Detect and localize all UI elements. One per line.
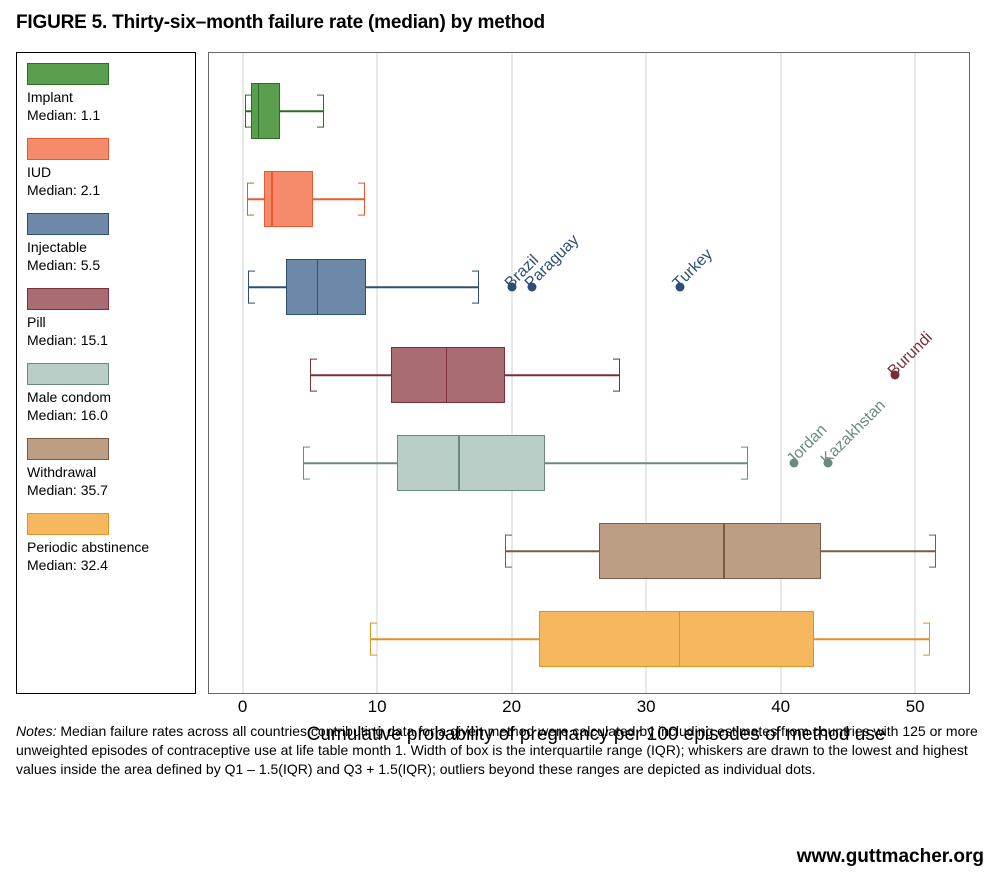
plot-wrap: 01020304050BrazilParaguayTurkeyBurundiJo… [208, 52, 984, 694]
whisker-cap-right [358, 183, 365, 216]
legend-panel: ImplantMedian: 1.1 IUDMedian: 2.1 Injectab… [16, 52, 196, 694]
plot-area: 01020304050BrazilParaguayTurkeyBurundiJo… [208, 52, 970, 694]
legend-swatch [27, 63, 109, 85]
legend-label: Male condomMedian: 16.0 [27, 389, 185, 424]
whisker-cap-right [613, 359, 620, 392]
box [286, 259, 367, 315]
box [599, 523, 821, 579]
figure-title: FIGURE 5. Thirty-six–month failure rate … [16, 12, 984, 34]
x-axis-label: Cumulative probability of pregnancy per … [307, 724, 886, 746]
legend-swatch [27, 213, 109, 235]
legend-item: Male condomMedian: 16.0 [27, 363, 185, 424]
median-line [446, 348, 448, 402]
median-line [271, 172, 273, 226]
legend-item: IUDMedian: 2.1 [27, 138, 185, 199]
whisker-cap-left [248, 271, 255, 304]
legend-item: ImplantMedian: 1.1 [27, 63, 185, 124]
gridline [242, 53, 244, 693]
legend-swatch [27, 513, 109, 535]
legend-item: PillMedian: 15.1 [27, 288, 185, 349]
source-link: www.guttmacher.org [797, 846, 984, 868]
legend-label: IUDMedian: 2.1 [27, 164, 185, 199]
x-tick: 40 [771, 697, 790, 717]
x-tick: 0 [238, 697, 247, 717]
outlier-label: Burundi [885, 329, 937, 381]
outlier-label: Turkey [670, 246, 717, 293]
median-line [317, 260, 319, 314]
legend-swatch [27, 438, 109, 460]
whisker-cap-right [923, 623, 930, 656]
legend-swatch [27, 138, 109, 160]
legend-swatch [27, 363, 109, 385]
median-line [723, 524, 725, 578]
legend-item: WithdrawalMedian: 35.7 [27, 438, 185, 499]
median-line [679, 612, 681, 666]
gridline [914, 53, 916, 693]
legend-swatch [27, 288, 109, 310]
gridline [645, 53, 647, 693]
x-tick: 20 [502, 697, 521, 717]
legend-item: Periodic abstinenceMedian: 32.4 [27, 513, 185, 574]
legend-label: InjectableMedian: 5.5 [27, 239, 185, 274]
legend-label: Periodic abstinenceMedian: 32.4 [27, 539, 185, 574]
gridline [780, 53, 782, 693]
median-line [258, 84, 260, 138]
whisker-cap-left [370, 623, 377, 656]
x-tick: 30 [637, 697, 656, 717]
notes-prefix: Notes: [16, 723, 56, 739]
gridline [511, 53, 513, 693]
figure-container: FIGURE 5. Thirty-six–month failure rate … [0, 0, 1000, 878]
whisker-cap-left [303, 447, 310, 480]
box [251, 83, 281, 139]
box [264, 171, 312, 227]
whisker-cap-right [317, 95, 324, 128]
whisker-cap-right [741, 447, 748, 480]
box [539, 611, 815, 667]
gridline [376, 53, 378, 693]
whisker-cap-left [310, 359, 317, 392]
whisker-cap-right [929, 535, 936, 568]
legend-label: WithdrawalMedian: 35.7 [27, 464, 185, 499]
legend-label: ImplantMedian: 1.1 [27, 89, 185, 124]
legend-item: InjectableMedian: 5.5 [27, 213, 185, 274]
whisker-cap-right [472, 271, 479, 304]
whisker-cap-left [247, 183, 254, 216]
x-tick: 10 [368, 697, 387, 717]
box [397, 435, 545, 491]
legend-label: PillMedian: 15.1 [27, 314, 185, 349]
x-tick: 50 [906, 697, 925, 717]
chart-row: ImplantMedian: 1.1 IUDMedian: 2.1 Injectab… [16, 52, 984, 694]
median-line [458, 436, 460, 490]
box [391, 347, 505, 403]
whisker-cap-left [505, 535, 512, 568]
